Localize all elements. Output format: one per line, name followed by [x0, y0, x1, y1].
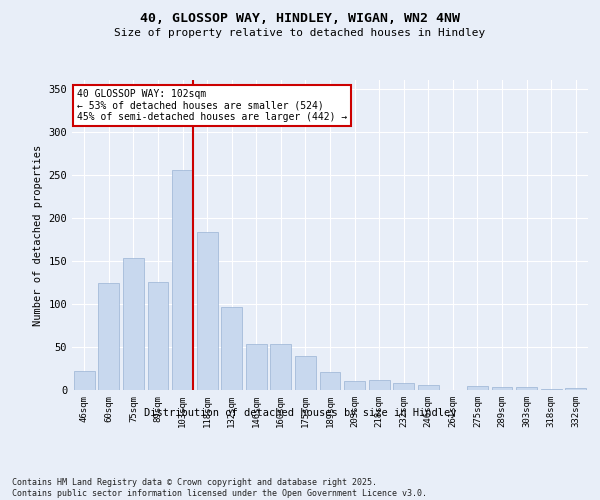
- Bar: [320, 372, 340, 390]
- Bar: [123, 258, 144, 390]
- Bar: [148, 282, 169, 390]
- Bar: [393, 383, 414, 390]
- Text: Contains HM Land Registry data © Crown copyright and database right 2025.
Contai: Contains HM Land Registry data © Crown c…: [12, 478, 427, 498]
- Bar: [565, 388, 586, 390]
- Bar: [467, 386, 488, 390]
- Text: 40 GLOSSOP WAY: 102sqm
← 53% of detached houses are smaller (524)
45% of semi-de: 40 GLOSSOP WAY: 102sqm ← 53% of detached…: [77, 90, 347, 122]
- Bar: [295, 356, 316, 390]
- Bar: [541, 389, 562, 390]
- Text: 40, GLOSSOP WAY, HINDLEY, WIGAN, WN2 4NW: 40, GLOSSOP WAY, HINDLEY, WIGAN, WN2 4NW: [140, 12, 460, 26]
- Bar: [491, 386, 512, 390]
- Bar: [197, 232, 218, 390]
- Text: Size of property relative to detached houses in Hindley: Size of property relative to detached ho…: [115, 28, 485, 38]
- Bar: [246, 344, 267, 390]
- Bar: [74, 371, 95, 390]
- Bar: [172, 170, 193, 390]
- Bar: [368, 380, 389, 390]
- Text: Distribution of detached houses by size in Hindley: Distribution of detached houses by size …: [144, 408, 456, 418]
- Bar: [221, 308, 242, 390]
- Bar: [418, 385, 439, 390]
- Bar: [98, 283, 119, 390]
- Bar: [516, 386, 537, 390]
- Bar: [271, 344, 292, 390]
- Bar: [344, 380, 365, 390]
- Y-axis label: Number of detached properties: Number of detached properties: [33, 144, 43, 326]
